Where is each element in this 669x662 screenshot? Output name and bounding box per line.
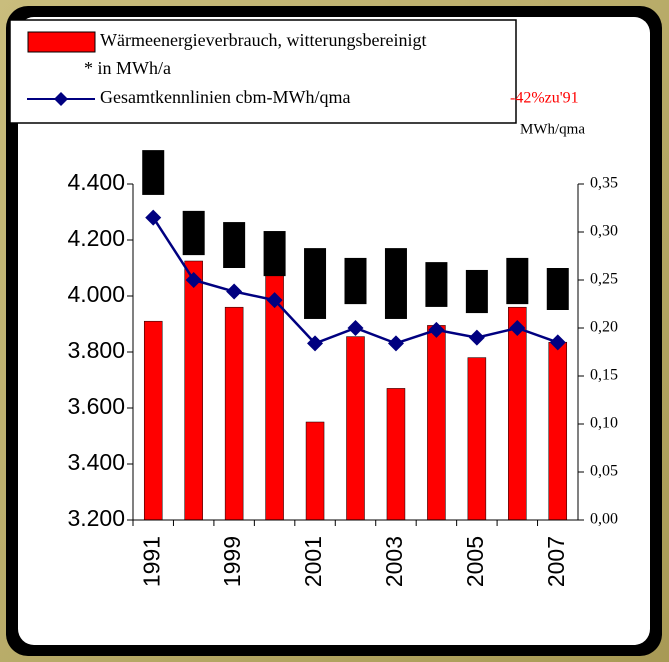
line-marker (468, 329, 485, 346)
x-tick-label: 2005 (462, 536, 488, 587)
x-tick-label: 2003 (381, 536, 407, 587)
legend-marker (54, 92, 68, 106)
range-box (546, 268, 569, 310)
y2-tick-label: 0,00 (590, 511, 618, 528)
y-tick-label: 3.200 (67, 505, 125, 531)
x-tick-label: 2007 (543, 536, 569, 587)
line-marker (266, 292, 283, 309)
range-box (263, 231, 286, 277)
y2-axis-label: MWh/qma (520, 121, 585, 137)
y2-tick-label: 0,05 (590, 463, 618, 480)
panel (18, 17, 650, 645)
bar (548, 341, 568, 521)
range-box (182, 210, 205, 256)
y-tick-label: 3.800 (67, 337, 125, 363)
legend-label: * in MWh/a (84, 58, 171, 78)
range-box (506, 257, 529, 305)
x-tick-label: 1991 (138, 536, 164, 587)
bar (386, 388, 406, 521)
bar (305, 421, 325, 521)
line-marker (185, 272, 202, 288)
range-box (465, 269, 488, 314)
y2-tick-label: 0,10 (590, 415, 618, 432)
y2-tick-label: 0,35 (590, 175, 618, 192)
y-tick-label: 4.400 (67, 169, 125, 195)
legend-label: Wärmeenergieverbrauch, witterungsbereini… (100, 30, 427, 50)
y2-tick-label: 0,15 (590, 367, 618, 384)
y2-tick-label: 0,30 (590, 223, 618, 240)
bar (427, 325, 446, 521)
bar (508, 306, 527, 521)
y2-tick-label: 0,20 (590, 319, 618, 336)
range-box (304, 248, 327, 319)
y-tick-label: 4.000 (67, 281, 125, 307)
bar (143, 320, 163, 521)
y-tick-label: 4.200 (67, 225, 125, 251)
range-box (425, 262, 448, 307)
line-marker (549, 334, 566, 351)
x-tick-label: 1999 (219, 536, 245, 587)
bar (224, 306, 244, 521)
legend-label: Gesamtkennlinien cbm-MWh/qma (100, 87, 350, 107)
y-tick-label: 3.400 (67, 449, 125, 475)
x-tick-label: 2001 (300, 536, 326, 587)
line-marker (509, 320, 526, 336)
range-box (223, 222, 246, 268)
bar (467, 357, 487, 521)
line-marker (387, 335, 404, 352)
legend-swatch (27, 31, 96, 53)
bar (265, 273, 284, 521)
line-marker (307, 335, 324, 352)
line-marker (428, 321, 445, 338)
range-box (142, 150, 165, 195)
range-box (344, 257, 367, 305)
line-marker (226, 283, 243, 300)
range-box (384, 248, 407, 319)
y2-tick-label: 0,25 (590, 271, 618, 288)
bar (346, 336, 365, 521)
y-tick-label: 3.600 (67, 393, 125, 419)
line-marker (347, 320, 364, 336)
line-marker (145, 209, 162, 226)
bar (184, 260, 203, 521)
annotation: -42%zu'91 (510, 90, 579, 107)
